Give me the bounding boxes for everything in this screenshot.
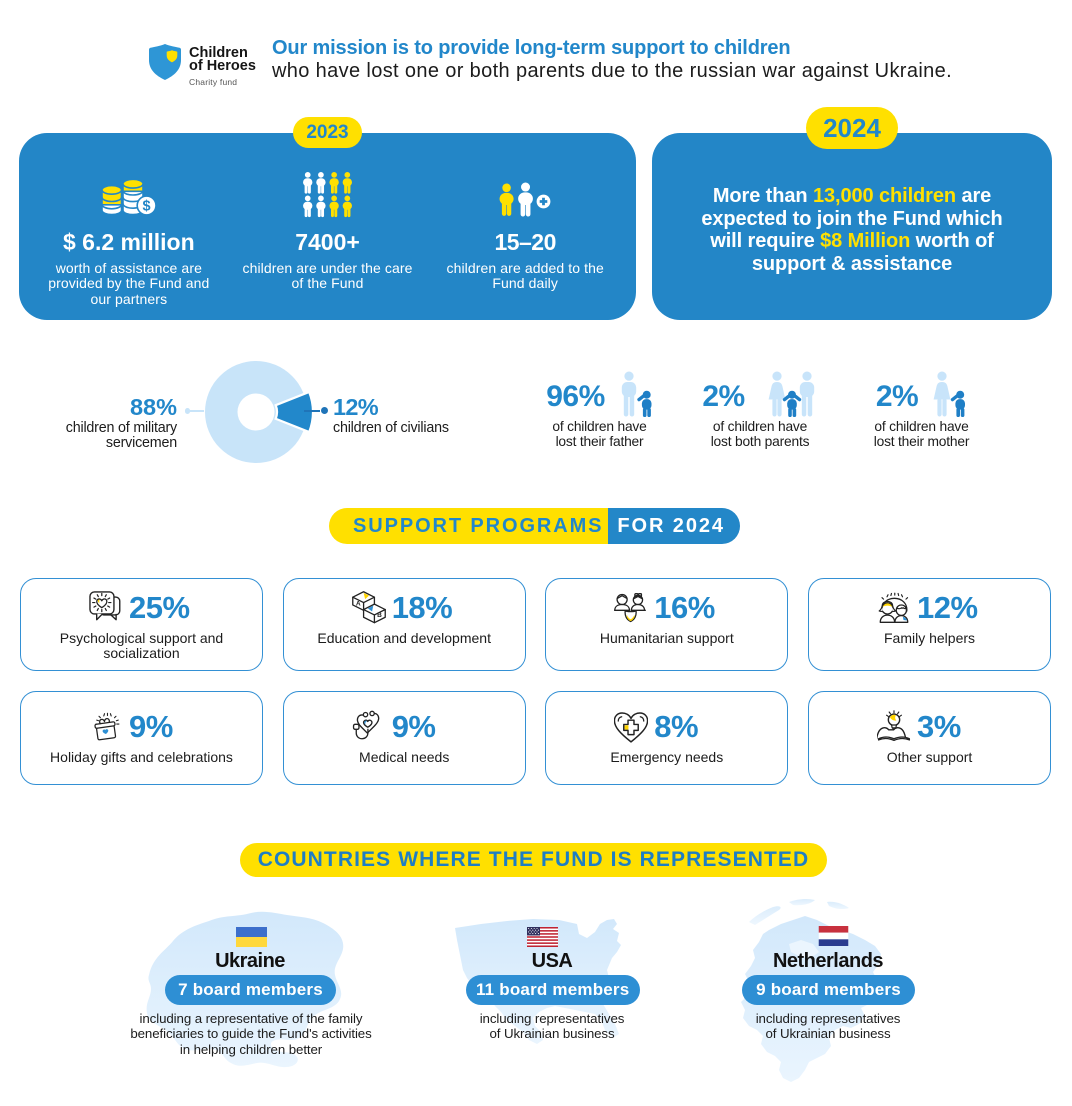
svg-text:$: $ bbox=[142, 199, 150, 215]
svg-text:A: A bbox=[356, 600, 361, 607]
svg-text:B: B bbox=[377, 612, 382, 619]
